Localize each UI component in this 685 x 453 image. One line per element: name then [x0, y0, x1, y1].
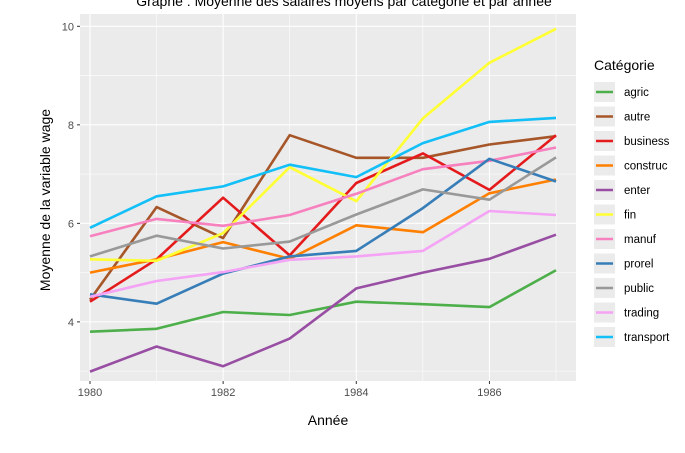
y-axis-title: Moyenne de la variable wage [37, 109, 53, 291]
grid-minor-lines [80, 14, 576, 381]
series-line-manuf [89, 146, 557, 238]
x-tick-label: 1984 [344, 387, 368, 399]
series-line-fin [89, 27, 557, 263]
legend-label-manuf: manuf [624, 234, 657, 246]
x-axis-title: Année [308, 412, 349, 428]
legend-label-transport: transport [624, 332, 670, 344]
series-line-agric [89, 269, 557, 333]
legend-label-fin: fin [624, 210, 636, 222]
legend-label-trading: trading [624, 308, 659, 320]
y-tick-labels: 4 6 8 10 [62, 21, 74, 329]
series-line-public [89, 156, 557, 258]
series-line-trading [89, 209, 557, 299]
legend-label-construc: construc [624, 161, 668, 173]
legend-label-prorel: prorel [624, 259, 653, 271]
legend: Catégorie agric autre business construc ente… [594, 57, 670, 347]
chart-title: Graphe : Moyenne des salaires moyens par… [136, 0, 552, 9]
series-lines [88, 27, 557, 373]
legend-label-business: business [624, 136, 670, 148]
legend-items: agric autre business construc enter fin manuf p… [594, 82, 670, 347]
x-tick-label: 1980 [78, 387, 102, 399]
series-line-autre [88, 133, 557, 301]
x-tick-label: 1982 [211, 387, 235, 399]
series-line-enter [89, 233, 557, 373]
series-line-business [89, 134, 557, 303]
y-tick-label: 6 [68, 218, 74, 230]
axis-ticks [77, 25, 490, 384]
legend-label-enter: enter [624, 185, 650, 197]
chart-title-area: Graphe : Moyenne des salaires moyens par… [136, 0, 552, 9]
y-tick-label: 8 [68, 120, 74, 132]
legend-title: Catégorie [594, 57, 655, 73]
legend-label-autre: autre [624, 112, 650, 124]
x-tick-labels: 1980 1982 1984 1986 [78, 387, 502, 399]
y-tick-label: 4 [68, 317, 74, 329]
series-line-transport [89, 116, 557, 229]
y-tick-label: 10 [62, 21, 74, 33]
x-tick-label: 1986 [477, 387, 501, 399]
legend-label-public: public [624, 283, 654, 295]
series-line-prorel [89, 157, 557, 306]
legend-label-agric: agric [624, 87, 649, 99]
